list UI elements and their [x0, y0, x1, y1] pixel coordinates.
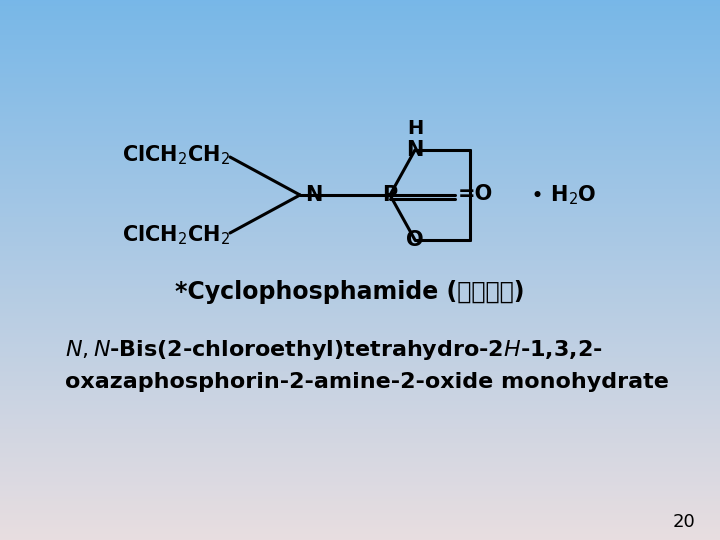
Text: N: N — [305, 185, 323, 205]
Text: $\bullet$ H$_2$O: $\bullet$ H$_2$O — [530, 183, 597, 207]
Text: $N,N$-Bis(2-chloroethyl)tetrahydro-2$H$-1,3,2-: $N,N$-Bis(2-chloroethyl)tetrahydro-2$H$-… — [65, 338, 603, 362]
Text: N: N — [406, 140, 423, 160]
Text: =O: =O — [458, 184, 493, 204]
Text: ClCH$_2$CH$_2$: ClCH$_2$CH$_2$ — [122, 143, 230, 167]
Text: ClCH$_2$CH$_2$: ClCH$_2$CH$_2$ — [122, 223, 230, 247]
Text: H: H — [407, 118, 423, 138]
Text: oxazaphosphorin-2-amine-2-oxide monohydrate: oxazaphosphorin-2-amine-2-oxide monohydr… — [65, 372, 669, 392]
Text: P: P — [382, 185, 397, 205]
Text: O: O — [406, 230, 424, 250]
Text: 20: 20 — [672, 513, 695, 531]
Text: *Cyclophosphamide (环磷酰胺): *Cyclophosphamide (环磷酰胺) — [175, 280, 525, 304]
